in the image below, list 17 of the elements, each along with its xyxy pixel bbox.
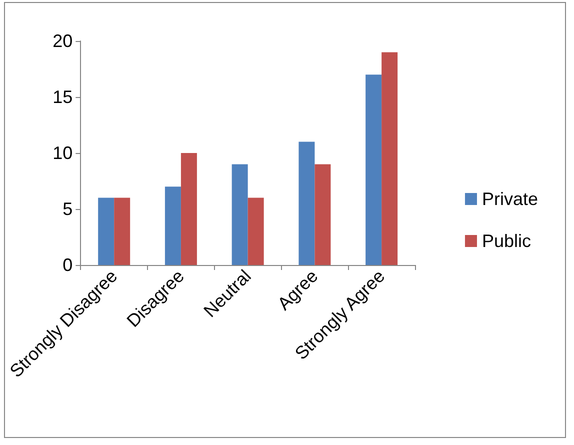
y-tick-label: 15: [52, 87, 73, 107]
bar: [180, 153, 197, 265]
bar: [298, 142, 315, 265]
bar: [382, 52, 398, 265]
legend-label: Private: [482, 189, 538, 209]
bar: [164, 186, 181, 265]
legend-label: Public: [482, 231, 532, 251]
bar: [232, 164, 248, 265]
bar: [114, 198, 130, 265]
bar: [314, 164, 331, 265]
bar: [98, 198, 114, 265]
y-tick-label: 20: [52, 31, 73, 51]
y-tick-label: 10: [52, 143, 73, 163]
bar: [248, 198, 264, 265]
y-tick-label: 5: [62, 199, 73, 219]
bar: [366, 74, 382, 265]
y-tick-label: 0: [62, 255, 73, 275]
